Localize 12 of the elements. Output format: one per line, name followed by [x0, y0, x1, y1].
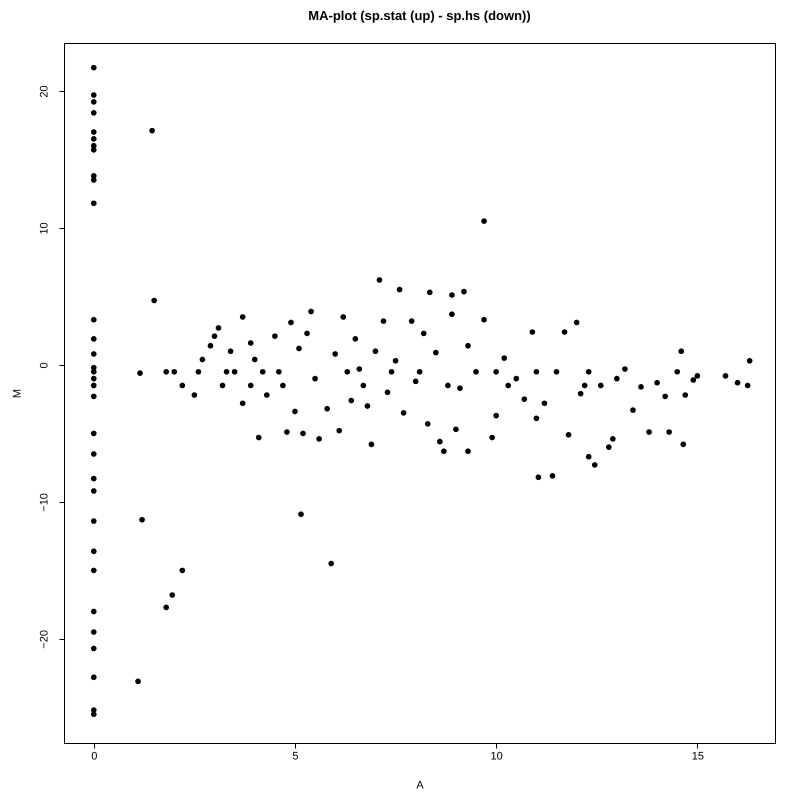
- x-tick-label: 15: [692, 750, 704, 762]
- y-tick-label: 10: [38, 222, 50, 235]
- y-tick-label: −20: [38, 630, 50, 649]
- y-tick-label: 0: [38, 362, 50, 368]
- x-tick-label: 5: [292, 750, 299, 762]
- x-tick-label: 10: [490, 750, 503, 762]
- y-axis-title: M: [12, 388, 24, 398]
- y-tick-label: 20: [38, 85, 50, 98]
- chart-title: MA-plot (sp.stat (up) - sp.hs (down)): [308, 8, 531, 23]
- x-axis-title: A: [416, 780, 424, 792]
- x-tick-label: 0: [91, 750, 98, 762]
- y-tick-label: −10: [38, 493, 50, 512]
